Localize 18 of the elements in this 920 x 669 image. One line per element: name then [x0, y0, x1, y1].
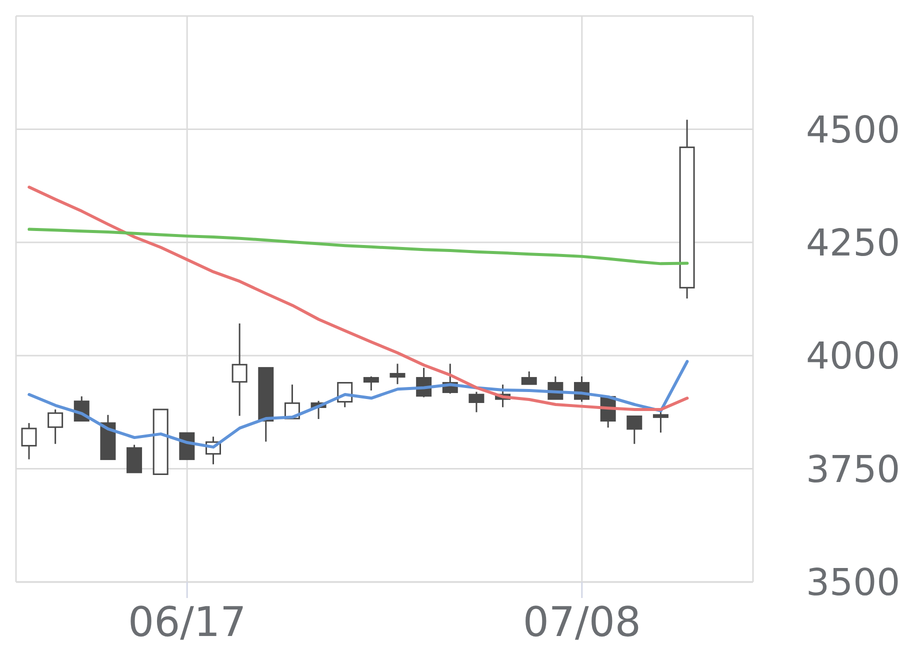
y-tick-label: 4500 [806, 108, 900, 152]
line-series [28, 228, 689, 266]
candlestick [521, 370, 537, 385]
candlestick [21, 422, 37, 460]
y-tick-label: 4000 [806, 334, 900, 378]
candlestick [626, 416, 642, 445]
candlestick [363, 376, 379, 392]
candlestick [390, 363, 406, 385]
candlestick [48, 408, 64, 445]
candlestick [652, 410, 668, 434]
candlestick [468, 391, 484, 413]
y-tick-label: 3500 [806, 561, 900, 604]
candlestick [232, 322, 248, 417]
x-tick-label: 07/08 [522, 598, 641, 646]
y-tick-label: 4250 [806, 222, 900, 265]
x-tick-label: 06/17 [128, 598, 246, 646]
y-tick-label: 3750 [806, 448, 900, 491]
line-series [28, 186, 689, 411]
